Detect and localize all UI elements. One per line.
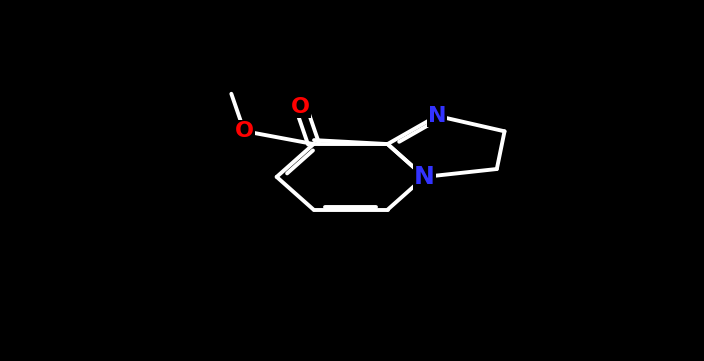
Text: O: O — [291, 97, 310, 117]
Text: N: N — [428, 106, 446, 126]
Text: O: O — [234, 121, 253, 141]
Text: N: N — [414, 165, 435, 189]
